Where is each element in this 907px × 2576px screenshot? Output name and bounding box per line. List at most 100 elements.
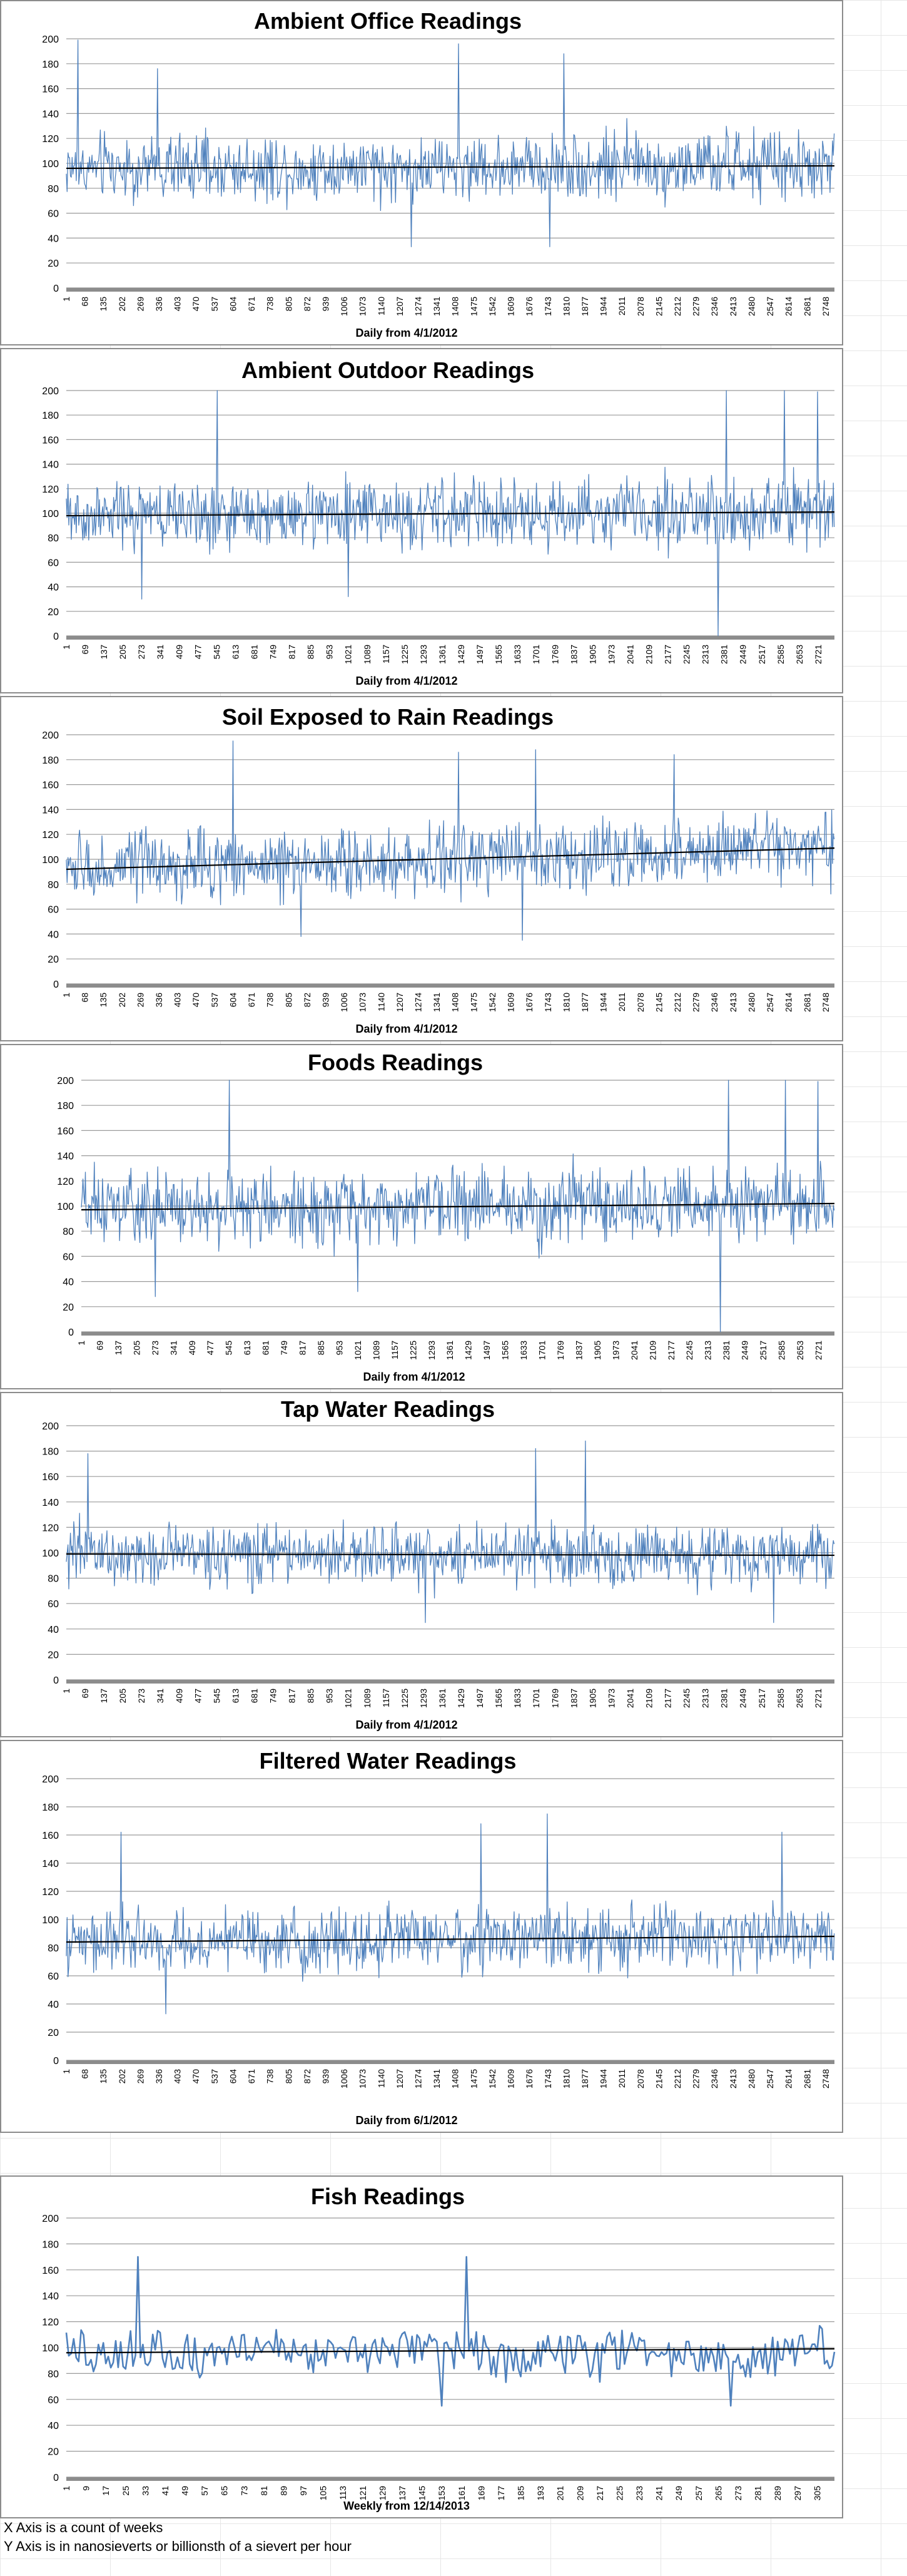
x-tick-label: 1743 bbox=[543, 2069, 553, 2088]
x-tick-label: 2011 bbox=[617, 993, 627, 1011]
x-tick-label: 1006 bbox=[339, 297, 349, 316]
x-tick-label: 817 bbox=[287, 1689, 297, 1704]
x-tick-label: 613 bbox=[230, 1689, 240, 1704]
x-tick-label: 545 bbox=[224, 1341, 234, 1356]
y-tick-label: 40 bbox=[48, 929, 59, 940]
x-tick-label: 1769 bbox=[555, 1341, 565, 1360]
x-tick-label: 2653 bbox=[794, 645, 804, 664]
x-tick-label: 1810 bbox=[561, 2069, 571, 2088]
x-tick-label: 1475 bbox=[469, 297, 479, 316]
y-tick-label: 0 bbox=[53, 2056, 59, 2067]
x-tick-label: 169 bbox=[476, 2486, 486, 2501]
series-line bbox=[66, 1813, 835, 2015]
chart-panel: Filtered Water Readings 0 20 40 60 80 100 120 14… bbox=[0, 1740, 843, 2133]
x-tick-label: 409 bbox=[174, 645, 184, 660]
series-line bbox=[66, 1440, 835, 1623]
y-tick-label: 160 bbox=[42, 2266, 59, 2276]
x-axis-band bbox=[66, 2060, 834, 2064]
x-tick-label: 805 bbox=[283, 2069, 293, 2084]
y-tick-label: 120 bbox=[42, 484, 59, 495]
x-tick-label: 477 bbox=[205, 1341, 215, 1356]
x-tick-label: 537 bbox=[210, 297, 220, 312]
y-tick-label: 40 bbox=[48, 1625, 59, 1635]
x-tick-label: 41 bbox=[160, 2486, 170, 2496]
y-tick-label: 160 bbox=[42, 435, 59, 446]
x-tick-label: 2078 bbox=[636, 297, 646, 316]
x-tick-label: 1769 bbox=[550, 1689, 560, 1708]
x-tick-label: 1207 bbox=[395, 2069, 405, 2088]
x-tick-label: 2212 bbox=[672, 2069, 682, 2088]
y-tick-label: 80 bbox=[48, 2369, 59, 2379]
x-tick-label: 805 bbox=[283, 993, 293, 1008]
x-tick-label: 1293 bbox=[427, 1341, 437, 1360]
x-tick-label: 1140 bbox=[376, 297, 386, 315]
x-tick-label: 604 bbox=[228, 297, 238, 312]
y-tick-label: 160 bbox=[42, 1831, 59, 1841]
x-tick-label: 939 bbox=[320, 2069, 330, 2084]
x-tick-label: 2413 bbox=[728, 297, 738, 316]
footnote-y-axis: Y Axis is in nanosieverts or billionsth … bbox=[4, 2538, 352, 2554]
x-axis-band bbox=[66, 288, 834, 292]
y-tick-label: 180 bbox=[42, 1802, 59, 1813]
y-tick-label: 0 bbox=[53, 2473, 59, 2483]
x-tick-label: 202 bbox=[117, 297, 127, 312]
x-tick-label: 1293 bbox=[418, 1689, 428, 1708]
y-tick-label: 0 bbox=[68, 1327, 74, 1338]
x-axis-label: Daily from 4/1/2012 bbox=[355, 675, 457, 687]
x-tick-label: 2585 bbox=[777, 1341, 787, 1360]
x-tick-label: 749 bbox=[268, 645, 278, 660]
x-tick-label: 2547 bbox=[765, 2069, 775, 2088]
x-tick-label: 1429 bbox=[464, 1341, 474, 1360]
y-tick-label: 160 bbox=[42, 84, 59, 95]
x-tick-label: 1341 bbox=[432, 993, 442, 1012]
chart-title: Tap Water Readings bbox=[281, 1396, 495, 1422]
y-tick-label: 0 bbox=[53, 631, 59, 642]
x-tick-label: 409 bbox=[187, 1341, 197, 1356]
x-tick-label: 1 bbox=[61, 2069, 71, 2074]
x-tick-label: 671 bbox=[246, 993, 256, 1008]
x-tick-label: 2681 bbox=[802, 993, 812, 1012]
x-tick-label: 1408 bbox=[450, 297, 460, 316]
x-tick-label: 2449 bbox=[738, 645, 748, 664]
x-tick-label: 257 bbox=[694, 2486, 704, 2501]
x-tick-label: 336 bbox=[154, 297, 164, 312]
y-tick-label: 60 bbox=[48, 2395, 59, 2406]
x-tick-label: 2585 bbox=[776, 1689, 786, 1708]
y-tick-label: 120 bbox=[57, 1177, 74, 1187]
x-tick-label: 2109 bbox=[644, 645, 654, 664]
x-tick-label: 2517 bbox=[758, 1341, 768, 1360]
y-tick-label: 180 bbox=[42, 755, 59, 766]
x-tick-label: 1006 bbox=[339, 993, 349, 1012]
x-tick-label: 2279 bbox=[691, 297, 701, 316]
x-tick-label: 81 bbox=[259, 2486, 269, 2496]
x-tick-label: 1701 bbox=[531, 1689, 541, 1708]
x-tick-label: 1701 bbox=[537, 1341, 547, 1360]
x-tick-label: 1157 bbox=[390, 1341, 400, 1359]
chart-panel: Foods Readings 0 20 40 60 80 100 120 140 160 180 20… bbox=[0, 1044, 843, 1389]
x-tick-label: 25 bbox=[121, 2486, 131, 2496]
chart-title: Fish Readings bbox=[311, 2184, 465, 2209]
x-tick-label: 1073 bbox=[358, 297, 368, 316]
y-tick-label: 160 bbox=[42, 780, 59, 791]
x-axis-label: Weekly from 12/14/2013 bbox=[343, 2500, 470, 2512]
x-tick-label: 137 bbox=[99, 1689, 109, 1704]
x-tick-label: 2011 bbox=[617, 297, 627, 315]
y-tick-label: 20 bbox=[48, 2447, 59, 2458]
x-tick-label: 1633 bbox=[519, 1341, 529, 1360]
chart-svg: Ambient Office Readings02040608010012014… bbox=[42, 8, 835, 339]
x-tick-label: 269 bbox=[135, 993, 145, 1008]
y-tick-label: 120 bbox=[42, 134, 59, 145]
x-tick-label: 1769 bbox=[550, 645, 560, 664]
x-tick-label: 1429 bbox=[456, 1689, 466, 1708]
series-line bbox=[81, 1080, 835, 1332]
y-tick-label: 20 bbox=[48, 2028, 59, 2038]
x-tick-label: 671 bbox=[246, 297, 256, 312]
x-axis-band bbox=[81, 1332, 834, 1336]
x-tick-label: 953 bbox=[325, 645, 335, 660]
y-tick-label: 200 bbox=[42, 1421, 59, 1432]
y-tick-label: 140 bbox=[42, 805, 59, 815]
x-tick-label: 1609 bbox=[506, 993, 516, 1012]
trend-line bbox=[66, 2348, 835, 2354]
x-tick-label: 1810 bbox=[561, 993, 571, 1012]
x-tick-label: 1225 bbox=[400, 645, 410, 664]
